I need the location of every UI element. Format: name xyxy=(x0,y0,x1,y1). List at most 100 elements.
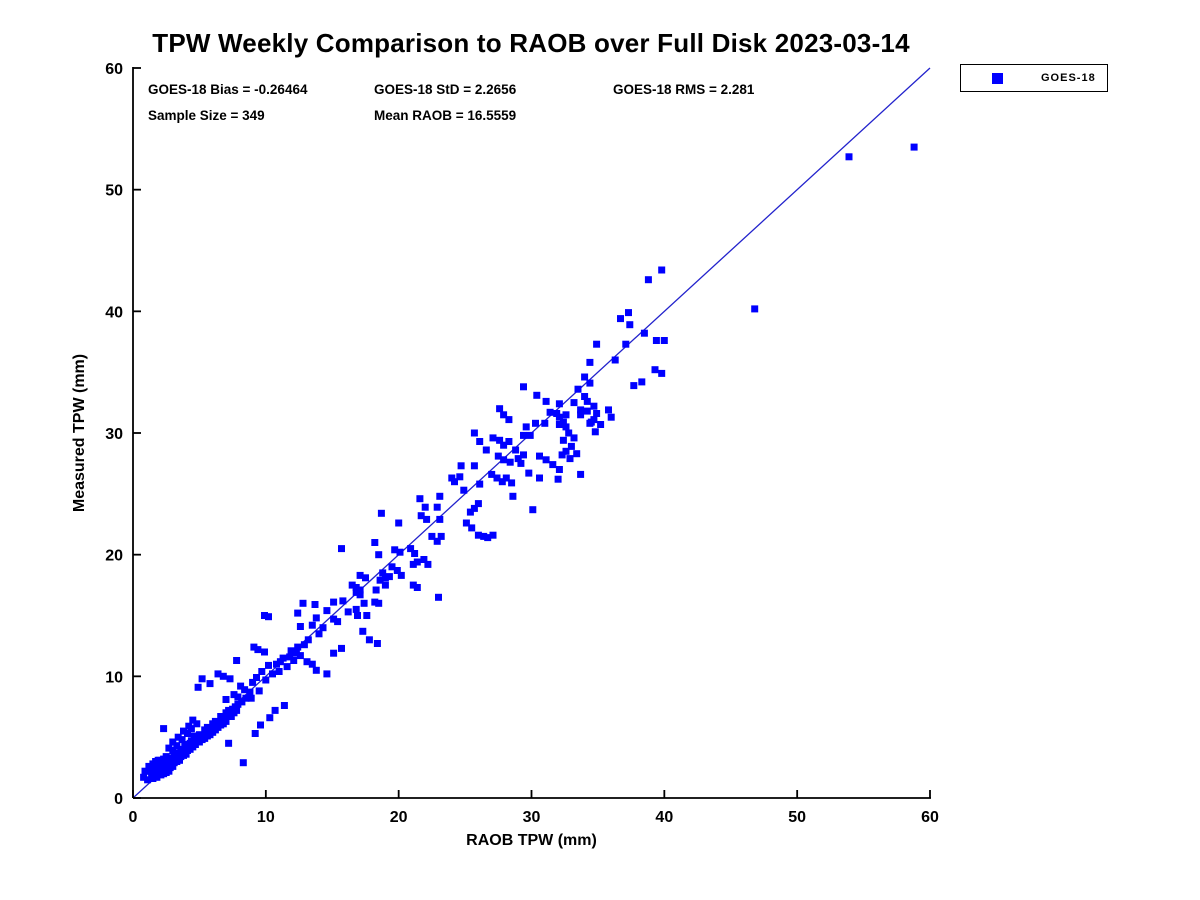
scatter-point xyxy=(344,608,352,616)
legend-label: GOES-18 xyxy=(1041,72,1096,84)
scatter-point xyxy=(250,643,258,651)
scatter-point xyxy=(330,649,338,657)
scatter-point xyxy=(395,519,403,527)
scatter-point xyxy=(488,470,496,478)
scatter-point xyxy=(498,478,506,486)
legend-marker-square xyxy=(992,73,1003,84)
scatter-point xyxy=(751,305,759,313)
scatter-point xyxy=(622,340,630,348)
scatter-point xyxy=(512,446,520,454)
scatter-point xyxy=(522,423,530,431)
y-tick-label: 60 xyxy=(105,61,123,78)
scatter-point xyxy=(583,407,591,415)
scatter-point xyxy=(428,532,436,540)
scatter-point xyxy=(352,584,360,591)
scatter-point xyxy=(541,419,549,427)
scatter-point xyxy=(290,657,298,664)
scatter-point xyxy=(242,694,250,702)
scatter-point xyxy=(407,545,415,553)
stat-sample-size: Sample Size = 349 xyxy=(148,108,265,123)
scatter-point xyxy=(437,532,445,540)
scatter-point xyxy=(476,438,484,445)
scatter-point xyxy=(381,581,389,589)
scatter-point xyxy=(217,713,225,720)
scatter-point xyxy=(577,470,585,478)
scatter-point xyxy=(574,385,582,393)
scatter-point xyxy=(423,515,431,523)
scatter-point xyxy=(457,462,465,470)
scatter-point xyxy=(184,730,191,737)
scatter-point xyxy=(420,556,428,563)
scatter-point xyxy=(339,597,347,605)
scatter-point xyxy=(591,428,599,436)
scatter-point xyxy=(206,680,214,688)
scatter-point xyxy=(626,321,634,329)
scatter-point xyxy=(466,508,474,516)
scatter-point xyxy=(174,733,182,741)
scatter-point xyxy=(505,438,513,445)
scatter-point xyxy=(214,670,222,678)
scatter-point xyxy=(549,461,557,469)
scatter-point xyxy=(496,436,504,444)
scatter-point xyxy=(630,382,638,390)
scatter-point xyxy=(365,636,373,644)
scatter-point xyxy=(312,614,320,622)
scatter-point xyxy=(416,495,424,503)
scatter-point xyxy=(566,455,574,463)
scatter-point xyxy=(502,474,510,482)
scatter-point xyxy=(397,571,405,579)
scatter-point xyxy=(558,451,566,459)
scatter-point xyxy=(470,462,478,470)
scatter-point xyxy=(338,545,345,553)
scatter-point xyxy=(238,698,246,706)
scatter-point xyxy=(562,423,570,431)
scatter-point xyxy=(845,153,853,161)
scatter-point xyxy=(577,406,585,414)
scatter-point xyxy=(910,143,918,151)
scatter-point xyxy=(303,658,311,666)
scatter-point xyxy=(411,550,419,557)
scatter-point xyxy=(234,693,242,701)
scatter-point xyxy=(586,379,594,387)
scatter-point xyxy=(391,546,399,554)
scatter-point xyxy=(254,646,262,654)
scatter-point xyxy=(520,383,527,391)
scatter-point xyxy=(533,391,541,399)
scatter-point xyxy=(562,411,570,419)
scatter-point xyxy=(279,654,287,662)
scatter-point xyxy=(255,687,263,695)
scatter-point xyxy=(356,586,364,594)
scatter-point xyxy=(520,431,527,439)
y-tick-label: 30 xyxy=(105,426,123,443)
scatter-point xyxy=(573,450,581,458)
scatter-point xyxy=(211,717,219,725)
scatter-point xyxy=(424,560,432,568)
scatter-point xyxy=(177,745,185,753)
x-tick-label: 20 xyxy=(390,809,408,826)
scatter-point xyxy=(652,337,660,344)
scatter-point xyxy=(593,410,601,417)
scatter-point xyxy=(555,413,563,421)
stat-mean-raob: Mean RAOB = 16.5559 xyxy=(374,108,517,123)
scatter-point xyxy=(203,723,211,731)
scatter-point xyxy=(261,648,268,656)
scatter-point xyxy=(308,660,316,668)
scatter-point xyxy=(536,474,543,482)
scatter-point xyxy=(315,630,323,638)
scatter-point xyxy=(385,573,393,581)
scatter-point xyxy=(237,682,245,690)
scatter-point xyxy=(234,700,242,708)
scatter-point xyxy=(505,416,513,424)
scatter-point xyxy=(189,716,197,724)
scatter-point xyxy=(180,727,187,735)
scatter-point xyxy=(433,503,441,511)
scatter-point xyxy=(393,567,401,574)
scatter-point xyxy=(373,640,381,647)
scatter-point xyxy=(536,452,543,460)
scatter-point xyxy=(354,612,361,619)
scatter-point xyxy=(273,660,280,668)
scatter-point xyxy=(448,474,456,482)
scatter-point xyxy=(226,709,234,717)
